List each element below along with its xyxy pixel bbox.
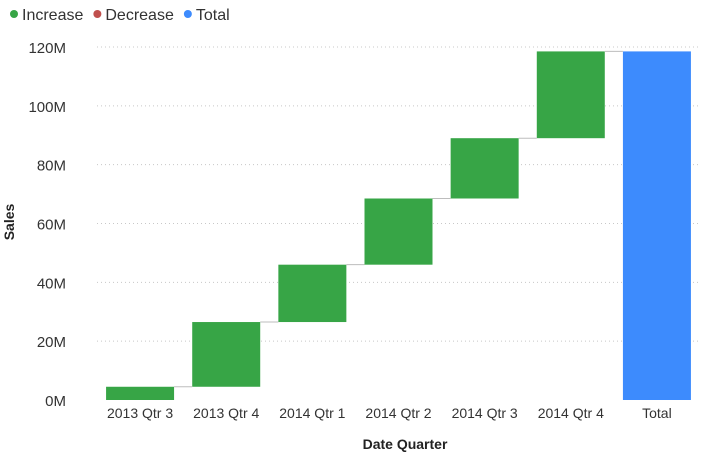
increase-bar: [192, 322, 261, 387]
x-tick-label: 2014 Qtr 1: [279, 405, 345, 421]
x-tick-label: 2014 Qtr 3: [452, 405, 518, 421]
y-axis-title: Sales: [1, 203, 17, 240]
y-tick-label: 60M: [37, 217, 66, 234]
increase-bar: [278, 264, 347, 323]
chart-bars: [106, 50, 691, 400]
legend-label-increase: Increase: [22, 7, 83, 24]
y-tick-label: 120M: [28, 40, 66, 57]
legend-marker-increase: [10, 10, 18, 18]
x-tick-label: 2013 Qtr 4: [193, 405, 259, 421]
y-tick-label: 80M: [37, 158, 66, 175]
x-axis-title: Date Quarter: [363, 436, 448, 452]
increase-bar: [450, 138, 519, 199]
x-tick-label: 2013 Qtr 3: [107, 405, 173, 421]
chart-gridlines: [97, 46, 700, 342]
y-tick-label: 0M: [45, 393, 66, 410]
y-axis: 0M 20M 40M 60M 80M 100M 120M: [28, 40, 66, 410]
x-tick-label: 2014 Qtr 4: [538, 405, 604, 421]
y-tick-label: 100M: [28, 99, 66, 116]
total-bar: [622, 51, 691, 400]
chart-legend: Increase Decrease Total: [10, 7, 230, 24]
legend-label-total: Total: [196, 7, 230, 24]
increase-bar: [364, 198, 433, 265]
y-tick-label: 20M: [37, 334, 66, 351]
y-tick-label: 40M: [37, 275, 66, 292]
increase-bar: [106, 386, 175, 400]
x-tick-label: 2014 Qtr 2: [365, 405, 431, 421]
legend-label-decrease: Decrease: [105, 7, 174, 24]
legend-marker-total: [183, 10, 192, 18]
increase-bar: [536, 51, 605, 139]
x-tick-label: Total: [642, 405, 672, 421]
legend-marker-decrease: [93, 10, 102, 18]
x-axis: 2013 Qtr 3 2013 Qtr 4 2014 Qtr 1 2014 Qtr 2…: [107, 405, 672, 421]
